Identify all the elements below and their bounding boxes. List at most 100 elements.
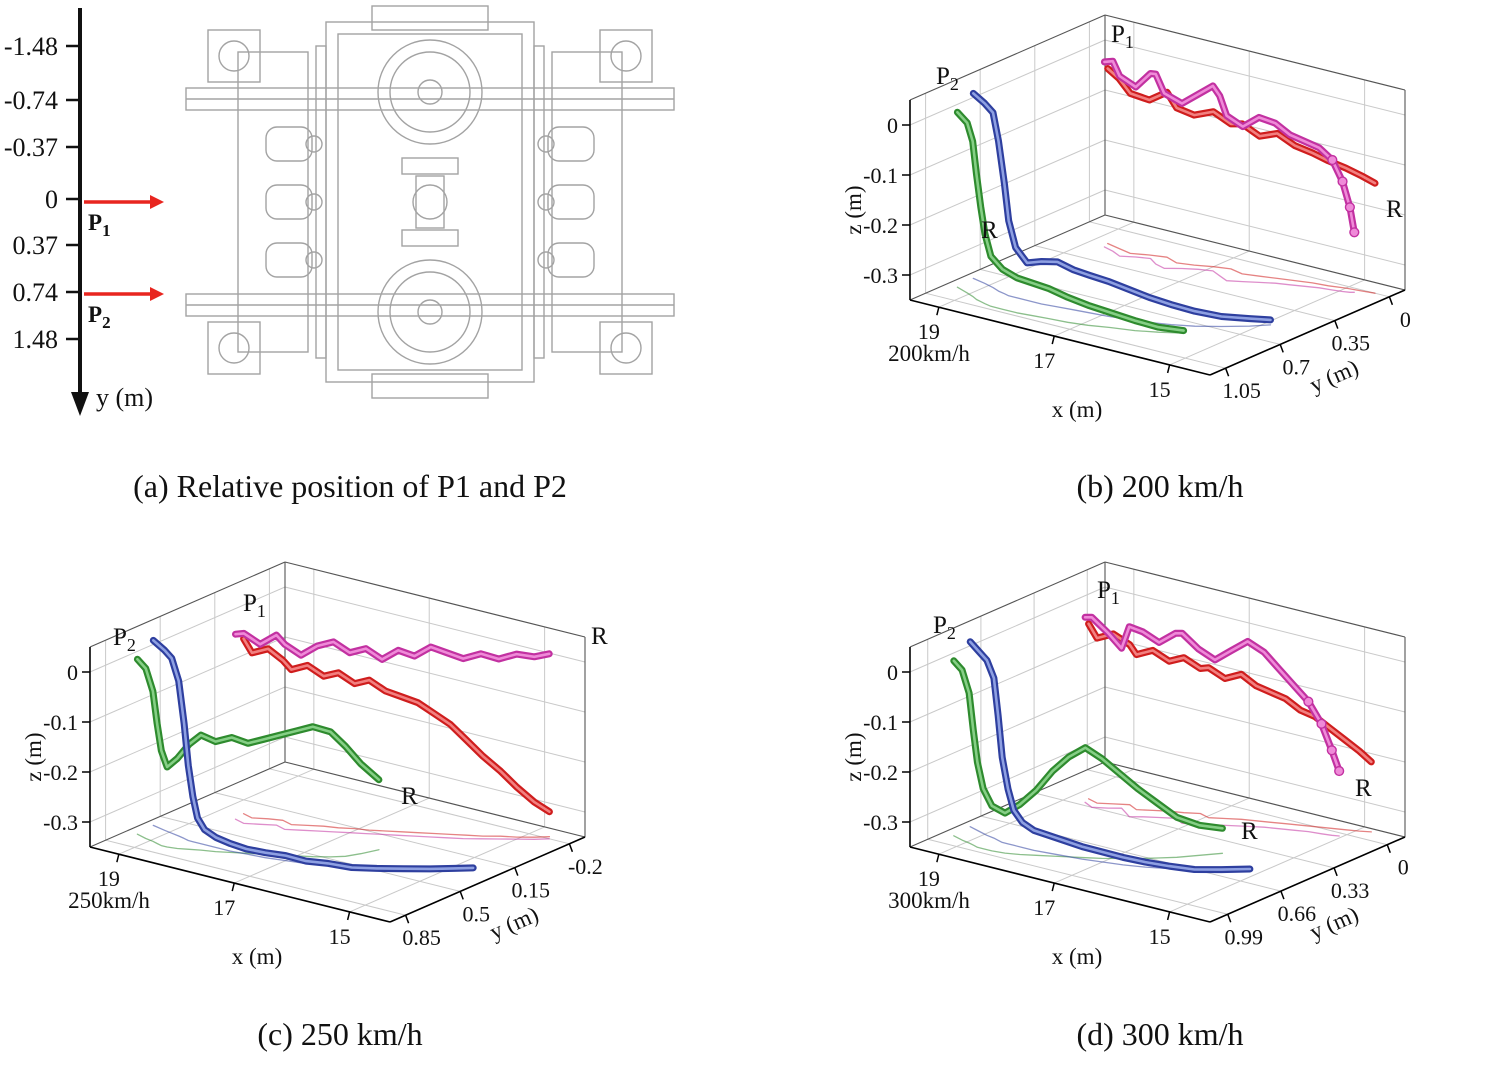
x-axis-line	[89, 846, 391, 923]
y-tick-label: 0	[1398, 855, 1409, 880]
annotation-P2: P2	[936, 63, 959, 94]
grid-line-y	[1033, 792, 1335, 869]
grid-line-x	[938, 768, 1135, 855]
annotation-R: R	[1386, 196, 1403, 223]
z-tick-label: -0.1	[43, 710, 78, 735]
z-tick-label: -0.2	[43, 760, 78, 785]
x-tick	[936, 307, 940, 316]
box-edge	[284, 761, 586, 838]
grid-line-y	[1087, 769, 1388, 846]
trajectory-P2	[149, 636, 477, 873]
floor-projection-R-P2-side-	[956, 286, 1185, 334]
grid-line-y	[1034, 245, 1335, 322]
panel-b-3d-plot-200kmh: 0 -0.1 -0.2 -0.3 19 17 15 1.05 0.7 0.35 0 z (m) x (m…	[845, 14, 1411, 422]
x-tick-label: 19	[98, 866, 120, 891]
trajectory-highlight-R-P2-side-	[136, 657, 381, 781]
z-tick-label: -0.3	[863, 810, 898, 835]
floor-projection-P2	[972, 277, 1272, 328]
speed-label: 200km/h	[888, 341, 970, 366]
z-tick-label: -0.3	[863, 263, 898, 288]
annotation-P1: P1	[1111, 21, 1134, 52]
y-tick-label: 0	[1400, 307, 1411, 332]
y-tick-label: 0.7	[1282, 354, 1310, 379]
annotation-R: R	[981, 217, 998, 244]
box-edge	[909, 561, 1106, 648]
y-axis-tick-label: -1.48	[4, 32, 58, 61]
y-tick	[404, 914, 410, 924]
z-tick-label: -0.1	[863, 710, 898, 735]
speed-label: 300km/h	[888, 888, 970, 913]
y-tick-label: 1.05	[1222, 378, 1261, 403]
caption-a: (a) Relative position of P1 and P2	[133, 468, 567, 504]
x-tick-label: 17	[213, 895, 235, 920]
floor-projection-R-P1-side-	[242, 813, 551, 838]
floor-projection-R-P2-side-	[136, 833, 380, 858]
grid-line-z	[909, 189, 1106, 276]
trajectory-P2	[966, 638, 1254, 874]
speed-label: 250km/h	[68, 888, 150, 913]
grid-line-y	[927, 838, 1228, 915]
z-tick-label: 0	[887, 113, 898, 138]
x-tick-label: 15	[1149, 377, 1171, 402]
grid-line-z	[1104, 89, 1406, 166]
floor-projection-P1	[1084, 801, 1340, 837]
y-axis-title: y (m)	[96, 383, 153, 412]
y-axis-title: y (m)	[486, 902, 542, 945]
y-axis-line	[1209, 836, 1406, 923]
y-axis-arrowhead	[71, 392, 89, 416]
annotation-R: R	[1355, 775, 1372, 802]
box-edge	[1104, 561, 1406, 638]
marker-arrowhead	[150, 287, 164, 301]
annotation-P1: P1	[1097, 577, 1120, 608]
annotation-R: R	[1241, 818, 1258, 845]
trajectory-highlight-P2	[152, 639, 475, 871]
y-tick-label: 0.33	[1331, 878, 1370, 903]
box-edge	[284, 561, 586, 638]
grid-line-y	[925, 292, 1226, 369]
grid-line-z	[909, 686, 1106, 773]
x-axis-title: x (m)	[1052, 397, 1102, 422]
floor-projection-P1	[1103, 246, 1355, 293]
box-edge	[89, 561, 286, 648]
z-tick-label: -0.2	[863, 760, 898, 785]
y-tick	[514, 867, 519, 876]
x-axis-line	[909, 299, 1211, 376]
box-edge	[1104, 214, 1406, 291]
grid-line-z	[284, 736, 586, 813]
trajectory-highlight-R-P2-side-	[956, 110, 1185, 332]
x-tick-label: 17	[1033, 348, 1055, 373]
marker-arrowhead	[150, 195, 164, 209]
grid-line-z	[1104, 586, 1406, 663]
annotation-P2: P2	[933, 612, 956, 643]
grid-line-z	[1104, 189, 1406, 266]
caption-d: (d) 300 km/h	[1076, 1016, 1244, 1052]
x-tick-label: 17	[1033, 895, 1055, 920]
x-tick-label: 15	[1149, 924, 1171, 949]
y-axis-tick-label: -0.74	[4, 86, 58, 115]
z-axis-title: z (m)	[845, 732, 866, 781]
grid-line-z	[284, 586, 586, 663]
floor-projection-R-P1-side-	[1087, 798, 1372, 833]
y-tick-label: -0.2	[568, 854, 603, 879]
trajectory-bead	[1344, 202, 1355, 213]
z-axis-title: z (m)	[845, 185, 866, 234]
trajectory-bead	[1349, 227, 1360, 238]
z-tick-label: -0.3	[43, 810, 78, 835]
grid-line-z	[89, 586, 286, 673]
panel-d-3d-plot-300kmh: 0 -0.1 -0.2 -0.3 19 17 15 0.99 0.66 0.33 0 z (m) x (…	[845, 561, 1409, 969]
trajectory-highlight-P2	[972, 92, 1272, 322]
y-tick	[1334, 320, 1339, 329]
trajectory-highlight-P1	[1103, 59, 1356, 234]
grid-line-z	[284, 686, 586, 763]
marker-label-P1: P1	[88, 210, 111, 240]
y-axis-tick-label: 0.37	[13, 231, 59, 260]
y-tick	[1388, 296, 1394, 306]
y-tick-label: 0.35	[1332, 331, 1371, 356]
box-edge	[1104, 761, 1406, 838]
y-tick-label: 0.5	[462, 901, 490, 926]
panel-a-bogie-diagram: -1.48 -0.74 -0.37 0 0.37 0.74 1.48 P1 P2 y (m)	[4, 5, 675, 416]
grid-line-z	[1104, 39, 1406, 116]
y-tick	[568, 843, 574, 853]
bogie-technical-drawing	[185, 5, 675, 399]
